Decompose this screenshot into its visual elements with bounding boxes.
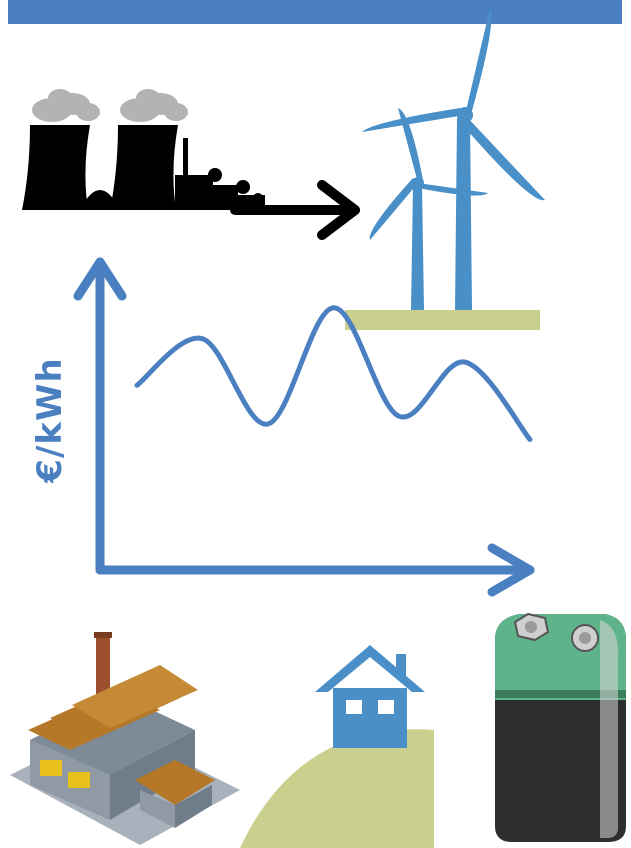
factory-icon: [10, 632, 240, 845]
battery-icon: [495, 612, 626, 842]
chart-axes: [73, 257, 535, 597]
wind-turbine-icon: [345, 8, 545, 330]
price-series-line: [134, 305, 533, 442]
ground-strip: [345, 310, 540, 330]
y-axis-label: €/kWh: [20, 330, 80, 510]
transition-arrow: [230, 180, 360, 240]
top-banner: [8, 0, 622, 24]
y-axis-label-text: €/kWh: [30, 357, 70, 483]
coal-plant-icon: [22, 89, 265, 210]
house-icon: [240, 645, 434, 848]
y-axis-arrowhead: [73, 257, 127, 301]
x-axis-arrowhead: [487, 543, 535, 597]
